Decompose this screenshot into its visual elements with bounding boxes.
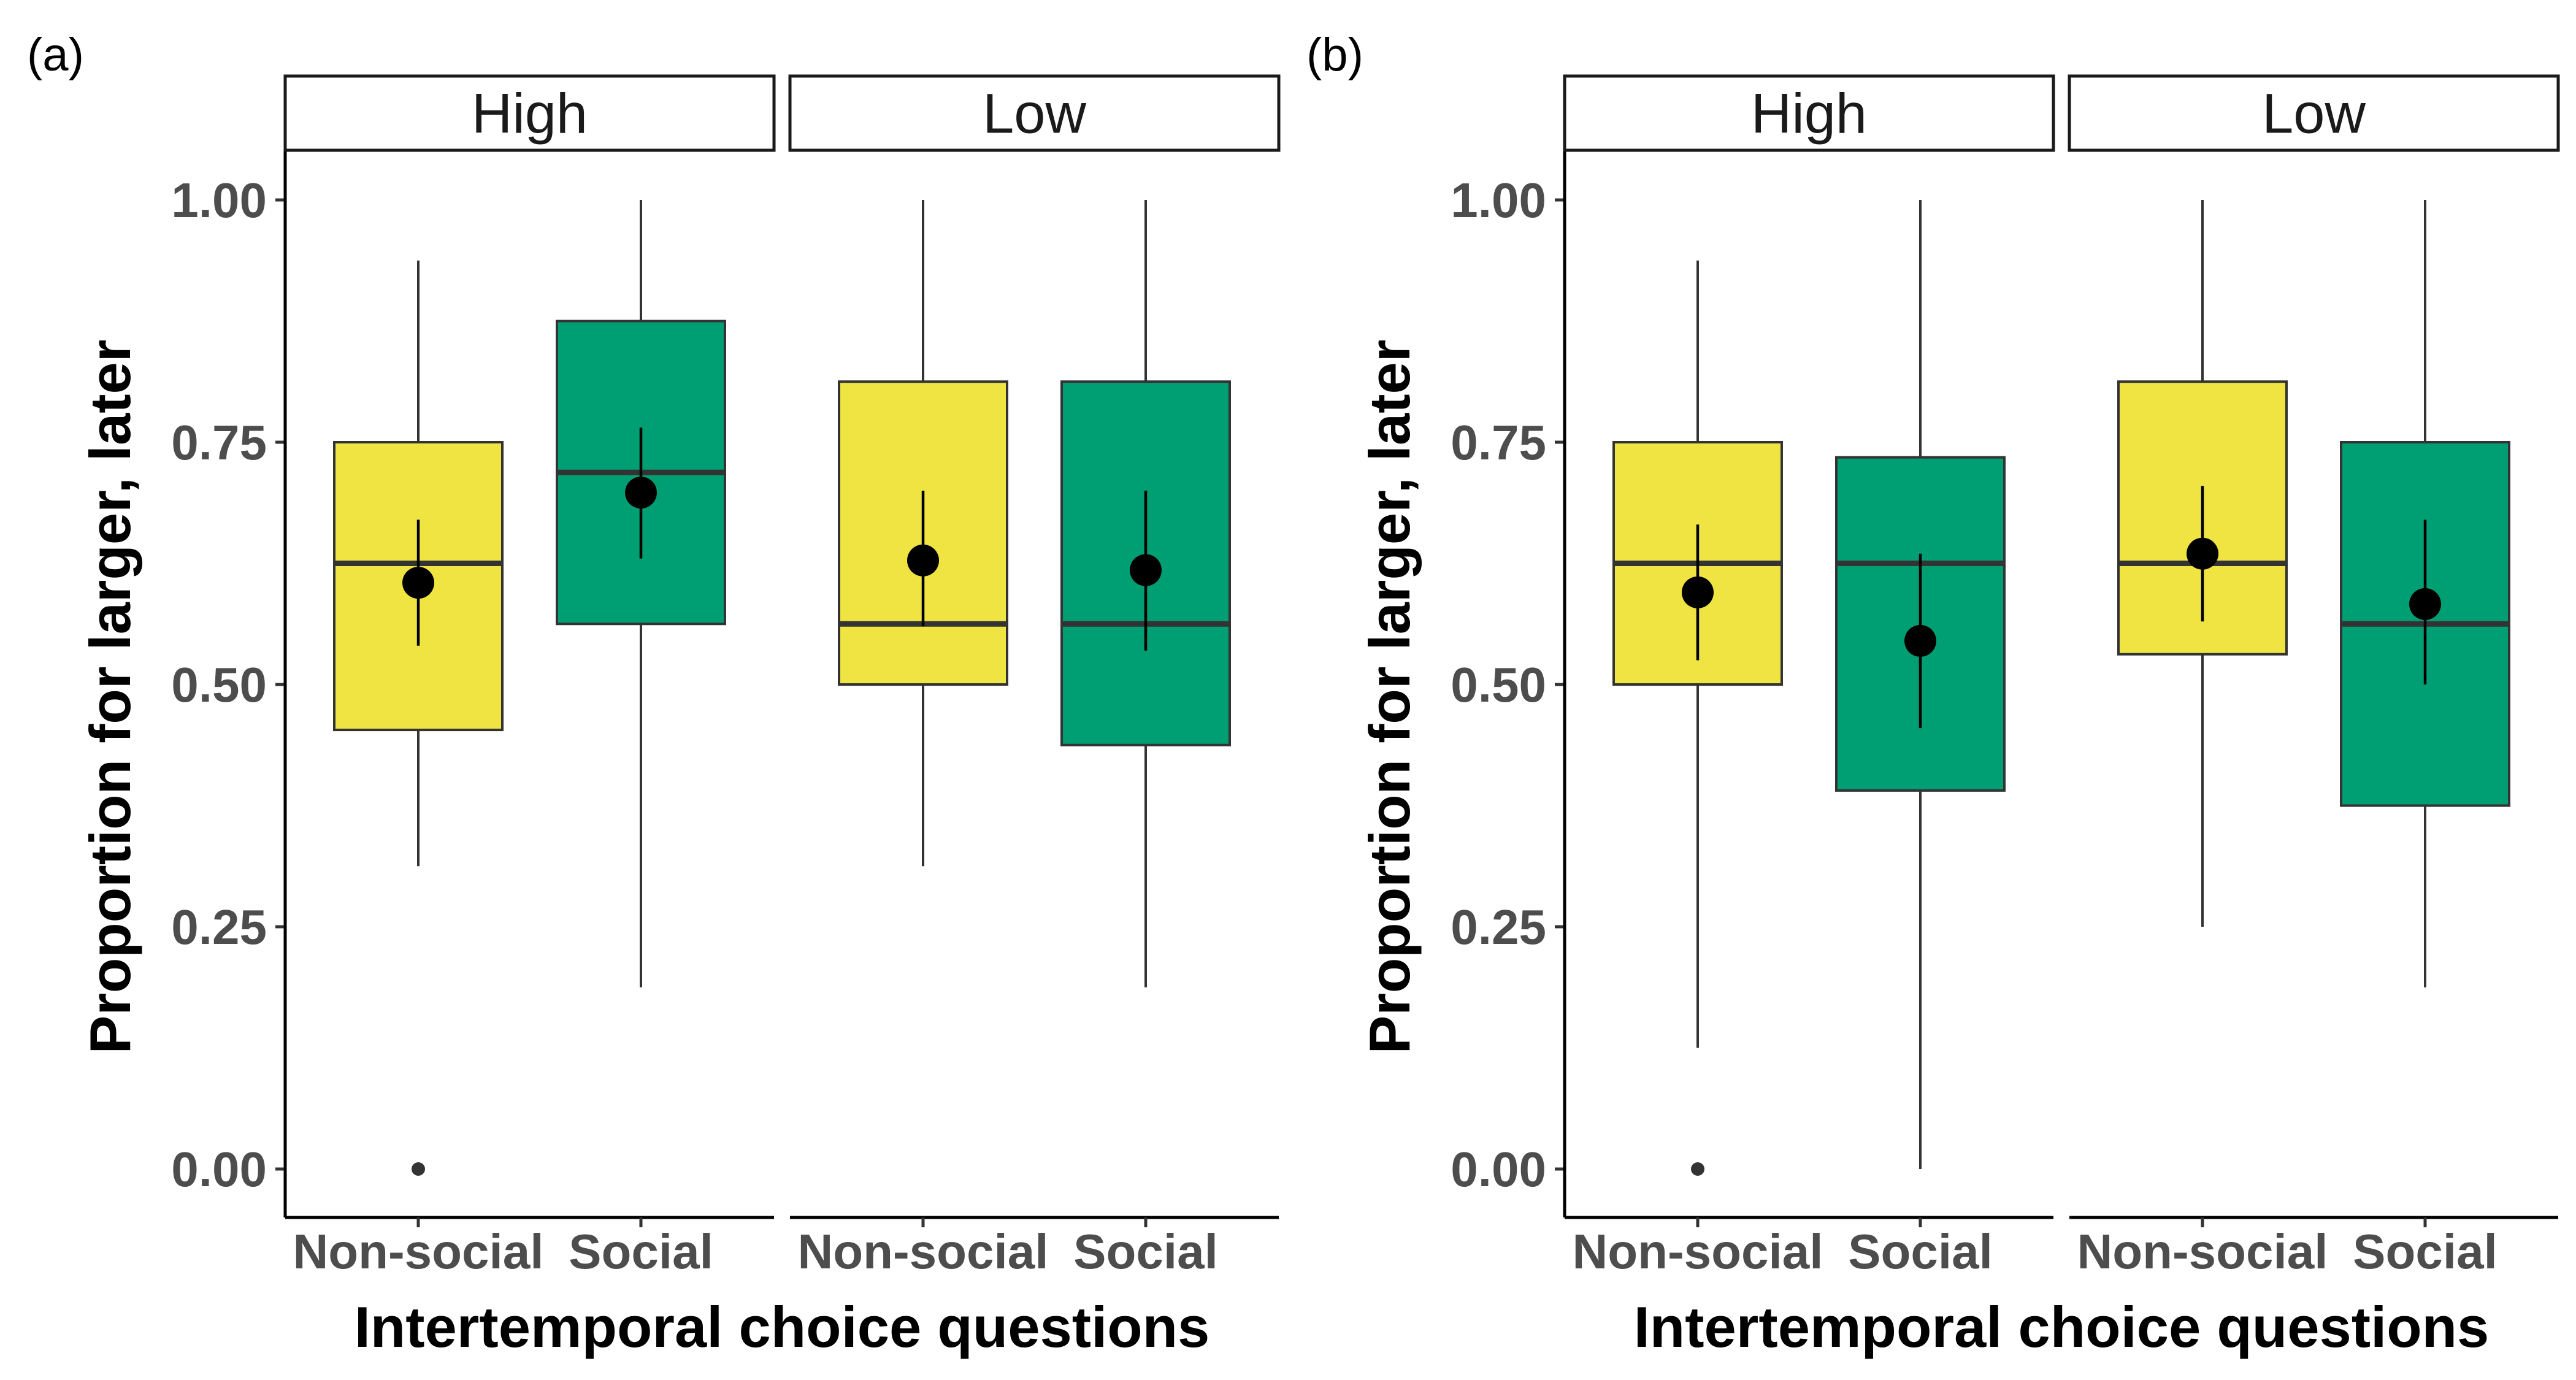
- facet-low: Low Non-social Social: [788, 74, 1281, 1279]
- y-tick-label: 0.25: [171, 900, 267, 954]
- y-tick-label: 0.75: [1451, 415, 1546, 470]
- facet-strip: [2068, 74, 2560, 152]
- box-social: [2340, 200, 2510, 987]
- mean-point: [625, 477, 657, 509]
- box-non-social: [838, 200, 1008, 867]
- x-tick-label: Non-social: [1573, 1224, 1823, 1279]
- y-tick-label: 0.50: [1451, 657, 1546, 712]
- facet-low: Low Non-social Social: [2068, 74, 2560, 1279]
- x-tick-label: Non-social: [293, 1224, 544, 1279]
- x-tick-label: Social: [1848, 1224, 1993, 1279]
- facet-strip-label: Low: [2262, 83, 2366, 145]
- y-tick-label: 0.00: [171, 1142, 267, 1197]
- mean-point: [2409, 588, 2441, 620]
- y-axis-title: Proportion for larger, later: [78, 340, 142, 1054]
- panel-a: (a) 0.00 0.25 0.50 0.75 1.00 Proportion for la…: [27, 29, 1281, 1359]
- panel-b: (b) 0.00 0.25 0.50 0.75 1.00 Proportion for la…: [1306, 29, 2560, 1359]
- mean-point: [1130, 554, 1162, 586]
- y-tick-label: 1.00: [1451, 173, 1546, 228]
- facet-strip: [1563, 74, 2055, 152]
- box-non-social: [1612, 260, 1783, 1176]
- box-non-social: [333, 260, 504, 1176]
- x-tick-label: Social: [569, 1224, 713, 1279]
- outlier-point: [412, 1162, 425, 1176]
- mean-point: [1904, 624, 1936, 657]
- box-non-social: [2117, 200, 2288, 927]
- y-tick-label: 0.25: [1451, 900, 1546, 954]
- x-tick-label: Non-social: [798, 1224, 1049, 1279]
- facet-strip-label: Low: [983, 83, 1086, 145]
- panel-label: (b): [1306, 29, 1363, 81]
- y-tick-label: 1.00: [171, 173, 267, 228]
- x-tick-label: Social: [1073, 1224, 1218, 1279]
- x-tick-label: Social: [2353, 1224, 2497, 1279]
- y-tick-label: 0.50: [171, 657, 267, 712]
- mean-point: [402, 567, 434, 599]
- y-axis-title: Proportion for larger, later: [1357, 340, 1422, 1054]
- mean-point: [1682, 576, 1714, 608]
- outlier-point: [1691, 1162, 1704, 1176]
- box-social: [1835, 200, 2006, 1169]
- x-axis-title: Intertemporal choice questions: [355, 1295, 1210, 1359]
- box-social: [556, 200, 726, 987]
- facet-strip-label: High: [472, 83, 588, 145]
- facet-high: High Non-social Social: [1563, 74, 2055, 1279]
- mean-point: [2187, 537, 2218, 570]
- mean-point: [907, 544, 939, 577]
- y-tick-label: 0.00: [1451, 1142, 1546, 1197]
- box-social: [1060, 200, 1231, 987]
- facet-high: High Non-social Social: [283, 74, 776, 1279]
- facet-strip-label: High: [1751, 83, 1867, 145]
- x-tick-label: Non-social: [2077, 1224, 2328, 1279]
- y-tick-label: 0.75: [171, 415, 267, 470]
- facet-strip: [283, 74, 776, 152]
- panel-label: (a): [27, 29, 84, 81]
- facet-strip: [788, 74, 1281, 152]
- x-axis-title: Intertemporal choice questions: [1634, 1295, 2490, 1359]
